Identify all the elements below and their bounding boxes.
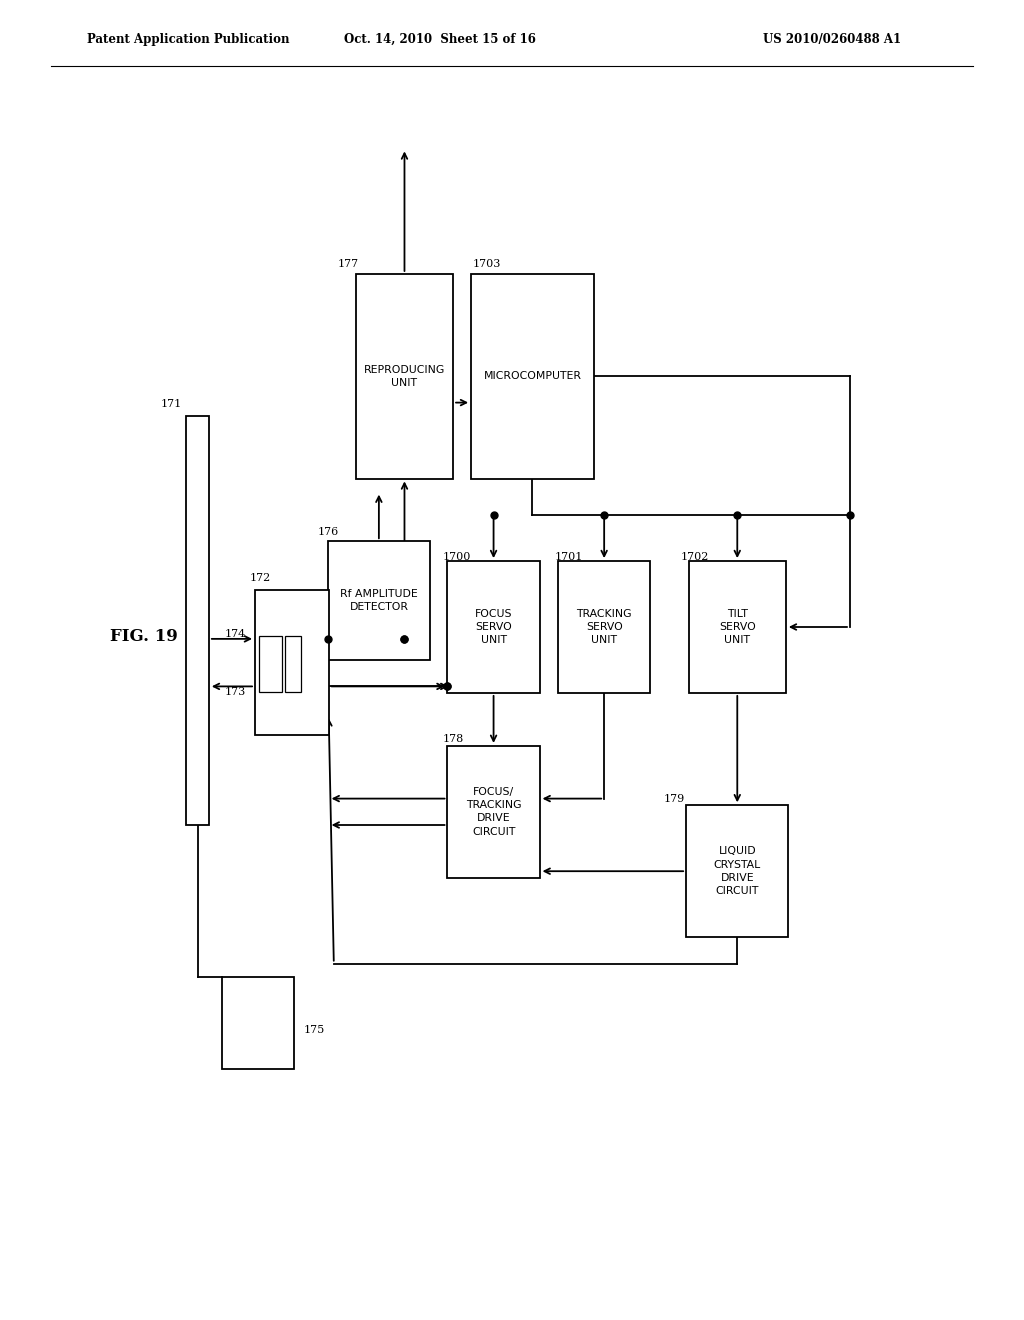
Bar xyxy=(686,805,788,937)
Text: TRACKING
SERVO
UNIT: TRACKING SERVO UNIT xyxy=(577,609,632,645)
Text: 179: 179 xyxy=(664,793,685,804)
Bar xyxy=(255,590,329,735)
Bar xyxy=(471,275,594,479)
Bar xyxy=(328,541,430,660)
Text: MICROCOMPUTER: MICROCOMPUTER xyxy=(483,371,582,381)
Text: 1702: 1702 xyxy=(681,552,710,562)
Text: TILT
SERVO
UNIT: TILT SERVO UNIT xyxy=(719,609,756,645)
Text: 175: 175 xyxy=(304,1024,326,1035)
Bar xyxy=(186,416,209,825)
Text: 1700: 1700 xyxy=(442,552,471,562)
Text: 174: 174 xyxy=(224,628,246,639)
Bar xyxy=(285,636,301,692)
Bar xyxy=(259,636,282,692)
Text: 1703: 1703 xyxy=(473,259,502,269)
Bar xyxy=(222,977,294,1069)
Text: 172: 172 xyxy=(250,573,271,583)
Text: Patent Application Publication: Patent Application Publication xyxy=(87,33,290,46)
Text: US 2010/0260488 A1: US 2010/0260488 A1 xyxy=(763,33,901,46)
Text: REPRODUCING
UNIT: REPRODUCING UNIT xyxy=(364,364,445,388)
Text: FIG. 19: FIG. 19 xyxy=(110,628,177,644)
Text: 171: 171 xyxy=(161,399,182,409)
Text: LIQUID
CRYSTAL
DRIVE
CIRCUIT: LIQUID CRYSTAL DRIVE CIRCUIT xyxy=(714,846,761,896)
Text: Rf AMPLITUDE
DETECTOR: Rf AMPLITUDE DETECTOR xyxy=(340,589,418,612)
Bar xyxy=(558,561,650,693)
Bar xyxy=(447,561,540,693)
Bar xyxy=(688,561,786,693)
Bar xyxy=(447,746,540,878)
Text: 1701: 1701 xyxy=(555,552,584,562)
Text: FOCUS/
TRACKING
DRIVE
CIRCUIT: FOCUS/ TRACKING DRIVE CIRCUIT xyxy=(466,787,521,837)
Text: 177: 177 xyxy=(338,259,359,269)
Text: 176: 176 xyxy=(317,527,339,537)
Text: Oct. 14, 2010  Sheet 15 of 16: Oct. 14, 2010 Sheet 15 of 16 xyxy=(344,33,537,46)
Text: FOCUS
SERVO
UNIT: FOCUS SERVO UNIT xyxy=(475,609,512,645)
Text: 173: 173 xyxy=(224,686,246,697)
Text: 178: 178 xyxy=(442,734,464,744)
Bar xyxy=(356,275,453,479)
